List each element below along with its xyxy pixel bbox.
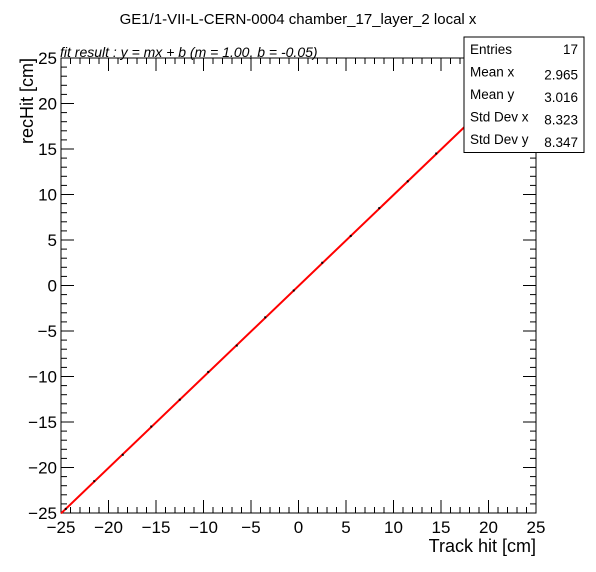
y-tick-label: −5 [38,322,57,341]
fit-result-annotation: fit result : y = mx + b (m = 1.00, b = -… [60,44,318,60]
y-tick-label: 25 [38,49,57,68]
stats-label: Entries [470,42,512,57]
x-tick-label: −20 [94,518,123,537]
stats-label: Mean y [470,87,515,102]
data-point [349,234,352,237]
y-tick-label: 0 [48,277,57,296]
x-tick-label: −25 [47,518,76,537]
x-tick-label: 15 [432,518,451,537]
x-tick-label: 10 [384,518,403,537]
data-point [121,453,124,456]
stats-value: 3.016 [544,90,578,105]
data-point [178,398,181,401]
data-point [321,261,324,264]
data-point [93,480,96,483]
stats-label: Std Dev x [470,110,529,125]
x-tick-label: −15 [142,518,171,537]
y-axis-title: recHit [cm] [17,58,37,144]
data-point [378,207,381,210]
stats-label: Mean x [470,65,515,80]
y-tick-label: 5 [48,231,57,250]
data-point [406,180,409,183]
y-tick-label: −15 [28,413,57,432]
stats-value: 8.347 [544,135,578,150]
stats-value: 17 [563,42,578,57]
fit-line [60,57,537,515]
x-axis-title: Track hit [cm] [429,536,536,556]
stats-value: 8.323 [544,113,578,128]
x-tick-label: 0 [294,518,303,537]
stats-box-frame [463,36,585,153]
tick-labels: −25 −20 −15 −10 −5 0 5 10 15 20 25 −25 −20 −15 −10 −5 0 5… [28,49,545,537]
chart-title: GE1/1-VII-L-CERN-0004 chamber_17_layer_2… [120,11,477,28]
data-point [150,425,153,428]
data-point [264,316,267,319]
stats-value: 2.965 [544,68,578,83]
data-point [207,370,210,373]
y-tick-label: −10 [28,368,57,387]
x-tick-label: 25 [527,518,546,537]
x-tick-label: 5 [341,518,350,537]
stats-box: Entries 17 Mean x 2.965 Mean y 3.016 Std Dev x… [463,36,585,153]
y-tick-label: 10 [38,186,57,205]
y-tick-label: −20 [28,459,57,478]
data-point [435,152,438,155]
y-tick-label: 20 [38,95,57,114]
data-point [64,507,67,510]
x-tick-label: 20 [479,518,498,537]
data-point [292,289,295,292]
data-point [235,344,238,347]
y-tick-label: −25 [28,504,57,523]
stats-label: Std Dev y [470,132,529,147]
x-tick-label: −5 [241,518,260,537]
x-tick-label: −10 [189,518,218,537]
y-tick-label: 15 [38,140,57,159]
